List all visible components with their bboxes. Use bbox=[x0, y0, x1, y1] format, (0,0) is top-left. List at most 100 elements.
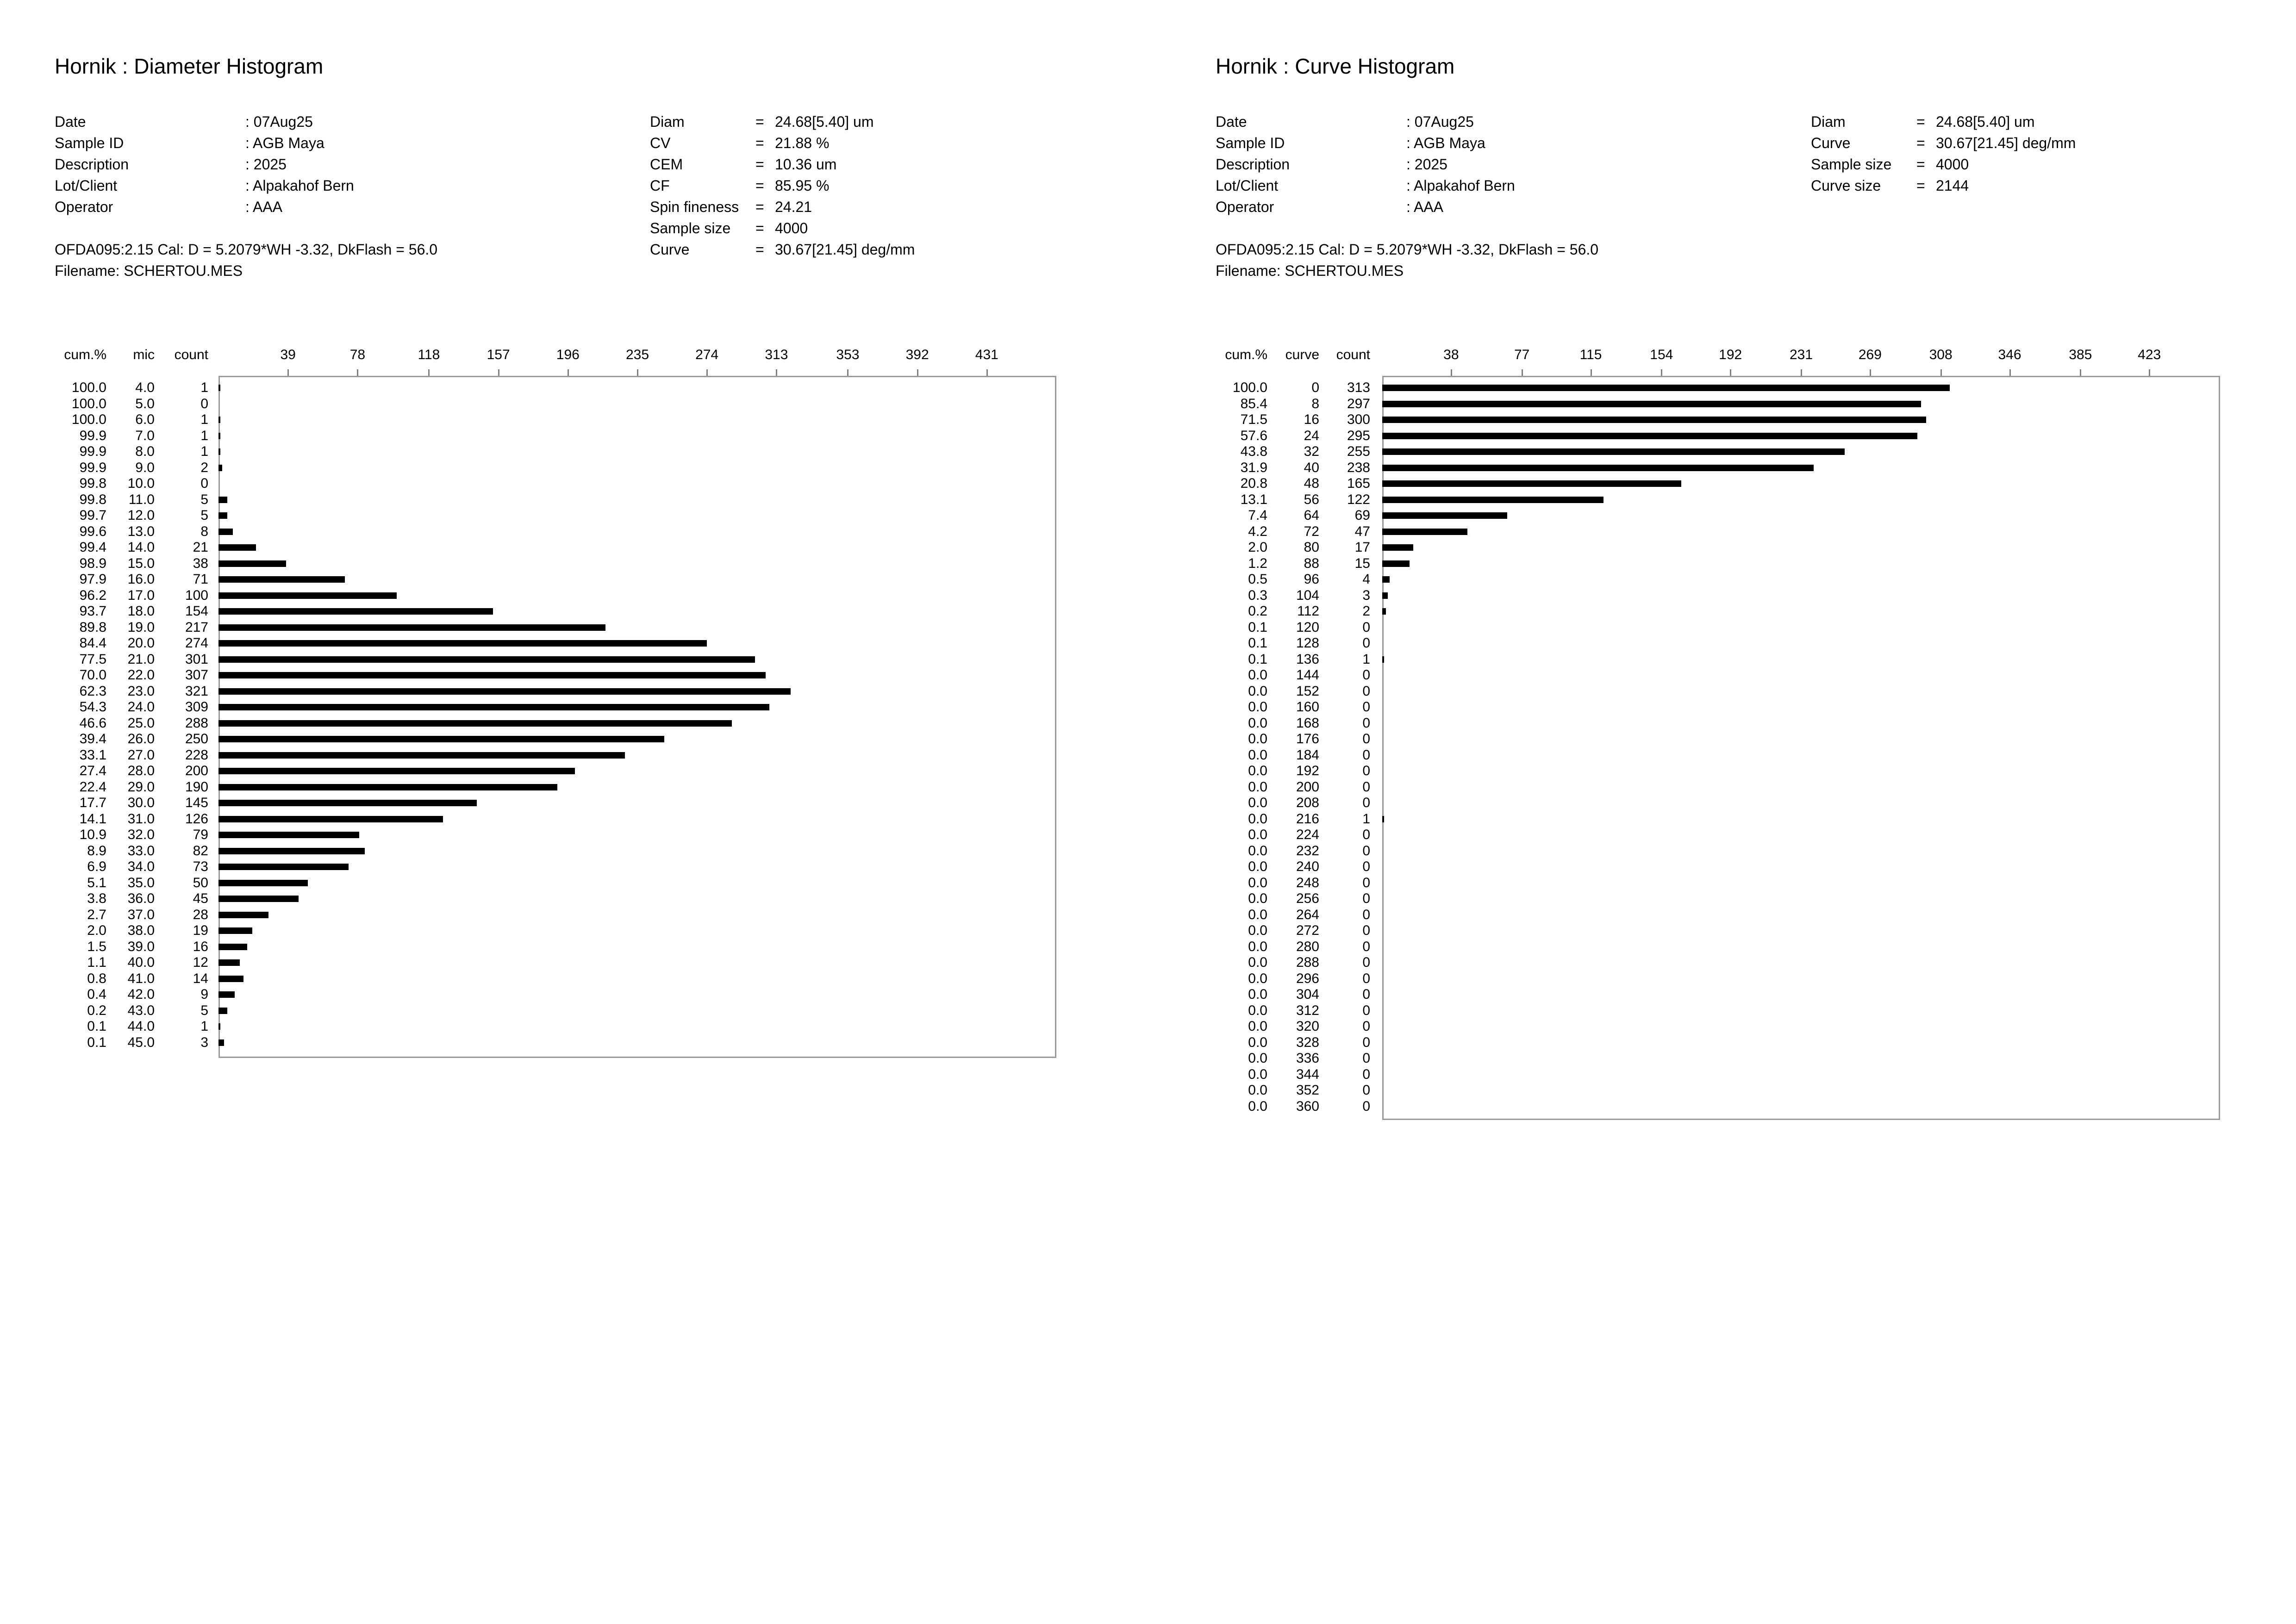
category-label: 45.0 bbox=[127, 1034, 155, 1050]
count-label: 0 bbox=[1362, 795, 1370, 810]
scale-tick-mark bbox=[1940, 369, 1942, 376]
count-label: 297 bbox=[1347, 396, 1370, 411]
column-header-count: count bbox=[174, 347, 208, 362]
cum-percent-label: 43.8 bbox=[1240, 444, 1267, 459]
category-label: 35.0 bbox=[127, 875, 155, 890]
category-label: 14.0 bbox=[127, 540, 155, 555]
scale-tick-mark bbox=[1590, 369, 1592, 376]
cum-percent-label: 70.0 bbox=[79, 667, 106, 683]
category-label: 31.0 bbox=[127, 811, 155, 827]
scale-tick-label: 154 bbox=[1650, 347, 1673, 362]
category-label: 144 bbox=[1296, 667, 1319, 683]
cum-percent-label: 77.5 bbox=[79, 651, 106, 667]
cum-percent-label: 99.7 bbox=[79, 508, 106, 523]
stat-label: Diam bbox=[650, 113, 685, 130]
count-label: 0 bbox=[1362, 635, 1370, 651]
category-label: 192 bbox=[1296, 763, 1319, 778]
info-row: Date: 07Aug25 bbox=[1216, 111, 1515, 132]
histogram-bar bbox=[218, 608, 493, 615]
info-value: : Alpakahof Bern bbox=[245, 177, 354, 194]
cum-percent-label: 0.8 bbox=[87, 971, 106, 986]
stat-equals: = bbox=[755, 135, 764, 151]
count-label: 3 bbox=[1362, 587, 1370, 603]
histogram-bar bbox=[218, 832, 360, 838]
scale-tick-mark bbox=[498, 369, 499, 376]
count-label: 200 bbox=[185, 763, 208, 778]
cum-percent-label: 33.1 bbox=[79, 747, 106, 763]
cum-percent-label: 0.1 bbox=[87, 1019, 106, 1034]
cum-percent-label: 0.0 bbox=[1248, 1083, 1267, 1098]
count-label: 0 bbox=[1362, 763, 1370, 778]
category-label: 18.0 bbox=[127, 604, 155, 619]
category-label: 184 bbox=[1296, 747, 1319, 763]
scale-tick-mark bbox=[637, 369, 638, 376]
cum-percent-label: 98.9 bbox=[79, 555, 106, 571]
cum-percent-label: 100.0 bbox=[1232, 380, 1267, 395]
scale-tick-mark bbox=[428, 369, 430, 376]
cum-percent-label: 0.1 bbox=[1248, 651, 1267, 667]
cum-percent-label: 0.0 bbox=[1248, 1002, 1267, 1018]
summary-stats: Diam = 24.68[5.40] um CV = 21.88 % CEM = 10.36 u… bbox=[650, 111, 915, 260]
category-label: 40.0 bbox=[127, 955, 155, 970]
category-label: 30.0 bbox=[127, 795, 155, 810]
category-label: 22.0 bbox=[127, 667, 155, 683]
stat-label: Sample size bbox=[1811, 156, 1892, 173]
category-label: 33.0 bbox=[127, 843, 155, 859]
info-row: Lot/Client: Alpakahof Bern bbox=[55, 175, 354, 196]
stat-label: Sample size bbox=[650, 220, 731, 236]
histogram-bar bbox=[218, 847, 365, 854]
cum-percent-label: 0.1 bbox=[87, 1034, 106, 1050]
category-label: 16.0 bbox=[127, 572, 155, 587]
info-row: Lot/Client: Alpakahof Bern bbox=[1216, 175, 1515, 196]
category-label: 240 bbox=[1296, 859, 1319, 874]
count-label: 0 bbox=[1362, 875, 1370, 890]
stat-value: 24.21 bbox=[775, 199, 812, 215]
count-label: 47 bbox=[1354, 523, 1370, 539]
category-label: 272 bbox=[1296, 923, 1319, 938]
category-label: 43.0 bbox=[127, 1002, 155, 1018]
histogram-bar bbox=[1382, 576, 1390, 583]
category-label: 112 bbox=[1297, 604, 1319, 619]
cum-percent-label: 1.2 bbox=[1248, 555, 1267, 571]
category-label: 24.0 bbox=[127, 699, 155, 715]
scale-tick-label: 423 bbox=[2138, 347, 2161, 362]
category-label: 48 bbox=[1304, 476, 1319, 491]
count-label: 8 bbox=[200, 523, 208, 539]
stat-value: 30.67[21.45] deg/mm bbox=[1936, 135, 2076, 151]
histogram-bar bbox=[1382, 496, 1603, 503]
category-label: 16 bbox=[1304, 412, 1319, 427]
histogram-bar bbox=[1382, 608, 1386, 615]
count-label: 0 bbox=[1362, 987, 1370, 1002]
cum-percent-label: 13.1 bbox=[1240, 492, 1267, 507]
info-label: Sample ID bbox=[55, 135, 124, 151]
diameter-histogram-panel: Hornik : Diameter Histogram Date: 07Aug2… bbox=[0, 0, 1111, 1624]
cum-percent-label: 0.0 bbox=[1248, 747, 1267, 763]
cum-percent-label: 0.0 bbox=[1248, 699, 1267, 715]
filename-line: Filename: SCHERTOU.MES bbox=[55, 262, 243, 279]
scale-tick-label: 157 bbox=[487, 347, 510, 362]
cum-percent-label: 99.6 bbox=[79, 523, 106, 539]
category-label: 27.0 bbox=[127, 747, 155, 763]
stat-label: CEM bbox=[650, 156, 683, 173]
category-label: 38.0 bbox=[127, 923, 155, 938]
scale-tick-label: 196 bbox=[556, 347, 580, 362]
category-label: 41.0 bbox=[127, 971, 155, 986]
stat-equals: = bbox=[755, 156, 764, 173]
stat-value: 2144 bbox=[1936, 177, 1969, 194]
info-label: Operator bbox=[1216, 199, 1274, 215]
count-label: 238 bbox=[1347, 460, 1370, 475]
histogram-bar bbox=[218, 927, 253, 934]
count-label: 0 bbox=[1362, 859, 1370, 874]
histogram-bar bbox=[218, 975, 243, 982]
category-label: 9.0 bbox=[135, 460, 155, 475]
info-value: : 2025 bbox=[245, 156, 287, 173]
cum-percent-label: 54.3 bbox=[79, 699, 106, 715]
scale-tick-label: 118 bbox=[418, 347, 440, 362]
category-label: 160 bbox=[1296, 699, 1319, 715]
cum-percent-label: 62.3 bbox=[79, 683, 106, 699]
histogram-bar bbox=[1382, 656, 1384, 663]
histogram-bar bbox=[218, 800, 477, 806]
count-label: 2 bbox=[1362, 604, 1370, 619]
cum-percent-label: 0.0 bbox=[1248, 811, 1267, 827]
count-label: 217 bbox=[185, 619, 208, 635]
